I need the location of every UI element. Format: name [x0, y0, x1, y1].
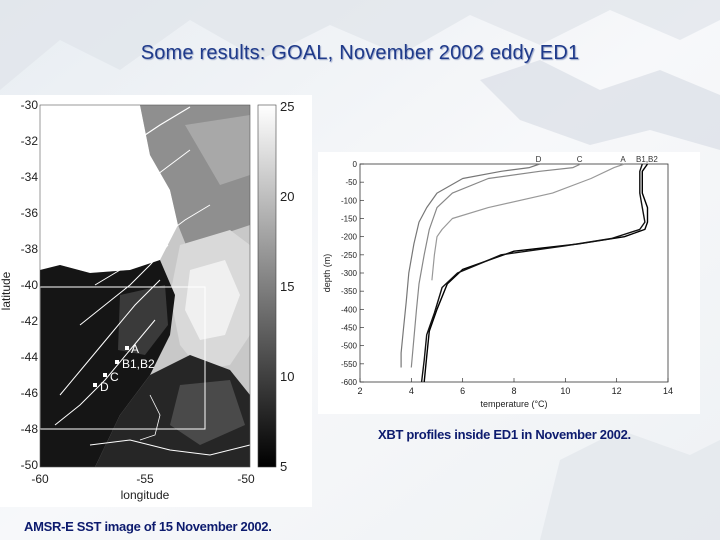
profile-line-b2 [420, 163, 646, 383]
legend-label: D [536, 155, 542, 164]
y-tick-label: 0 [353, 160, 358, 169]
y-tick-label: -600 [341, 378, 358, 387]
x-tick-label: 6 [460, 386, 465, 396]
lat-tick: -34 [21, 170, 39, 184]
xbt-caption: XBT profiles inside ED1 in November 2002… [378, 427, 631, 442]
x-tick-label: 2 [357, 386, 362, 396]
lat-tick: -42 [21, 314, 39, 328]
y-tick-label: -100 [341, 196, 358, 205]
y-tick-label: -350 [341, 287, 358, 296]
colorbar-tick: 10 [280, 369, 294, 384]
slide-title: Some results: GOAL, November 2002 eddy E… [140, 42, 580, 64]
profile-line-d [400, 163, 540, 368]
sst-map-figure: A B1,B2 C D -30 -32 -34 -36 -38 -40 -42 … [0, 95, 312, 507]
lat-tick: -50 [21, 458, 39, 472]
amsr-caption: AMSR-E SST image of 15 November 2002. [24, 519, 272, 534]
colorbar-tick: 20 [280, 189, 294, 204]
y-tick-label: -50 [345, 178, 357, 187]
legend-label: B1,B2 [636, 155, 658, 164]
lon-tick: -60 [31, 472, 49, 486]
lat-tick: -46 [21, 386, 39, 400]
y-tick-label: -400 [341, 305, 358, 314]
lat-tick: -48 [21, 422, 39, 436]
lat-tick: -38 [21, 242, 39, 256]
colorbar-tick: 5 [280, 459, 287, 474]
y-tick-label: -550 [341, 360, 358, 369]
station-a-label: A [131, 342, 139, 356]
x-axis-label: temperature (°C) [480, 399, 547, 409]
station-c-label: C [110, 370, 119, 384]
x-tick-label: 12 [612, 386, 622, 396]
y-tick-label: -200 [341, 233, 358, 242]
legend-label: C [577, 155, 583, 164]
map-xlabel: longitude [121, 488, 170, 502]
x-tick-label: 10 [560, 386, 570, 396]
lat-tick: -32 [21, 134, 39, 148]
station-c: C [103, 370, 119, 384]
sst-image [40, 105, 250, 467]
x-tick-label: 8 [511, 386, 516, 396]
colorbar [257, 104, 277, 468]
lat-tick: -44 [21, 350, 39, 364]
y-tick-label: -450 [341, 324, 358, 333]
station-d: D [93, 380, 109, 394]
station-a: A [125, 342, 139, 356]
y-axis-label: depth (m) [322, 254, 332, 293]
x-tick-label: 4 [409, 386, 414, 396]
lat-tick: -30 [21, 98, 39, 112]
y-tick-label: -150 [341, 215, 358, 224]
lon-tick: -55 [136, 472, 154, 486]
lon-tick: -50 [237, 472, 255, 486]
colorbar-tick: 25 [280, 99, 294, 114]
lat-tick: -40 [21, 278, 39, 292]
station-d-label: D [100, 380, 109, 394]
x-tick-label: 14 [663, 386, 673, 396]
station-b1-b2-label: B1,B2 [122, 357, 155, 371]
y-tick-label: -500 [341, 342, 358, 351]
y-tick-label: -300 [341, 269, 358, 278]
station-b1-b2: B1,B2 [115, 357, 155, 371]
map-ylabel: latitude [0, 271, 13, 310]
profile-line-c [410, 163, 581, 368]
lat-tick: -36 [21, 206, 39, 220]
colorbar-tick: 15 [280, 279, 294, 294]
profile-line-a [431, 163, 625, 281]
xbt-profile-chart: 2 4 6 8 10 12 14 0 -50 -100 -150 -200 -250 -300 -350 -4… [318, 152, 700, 414]
legend-label: A [620, 155, 626, 164]
y-tick-label: -250 [341, 251, 358, 260]
